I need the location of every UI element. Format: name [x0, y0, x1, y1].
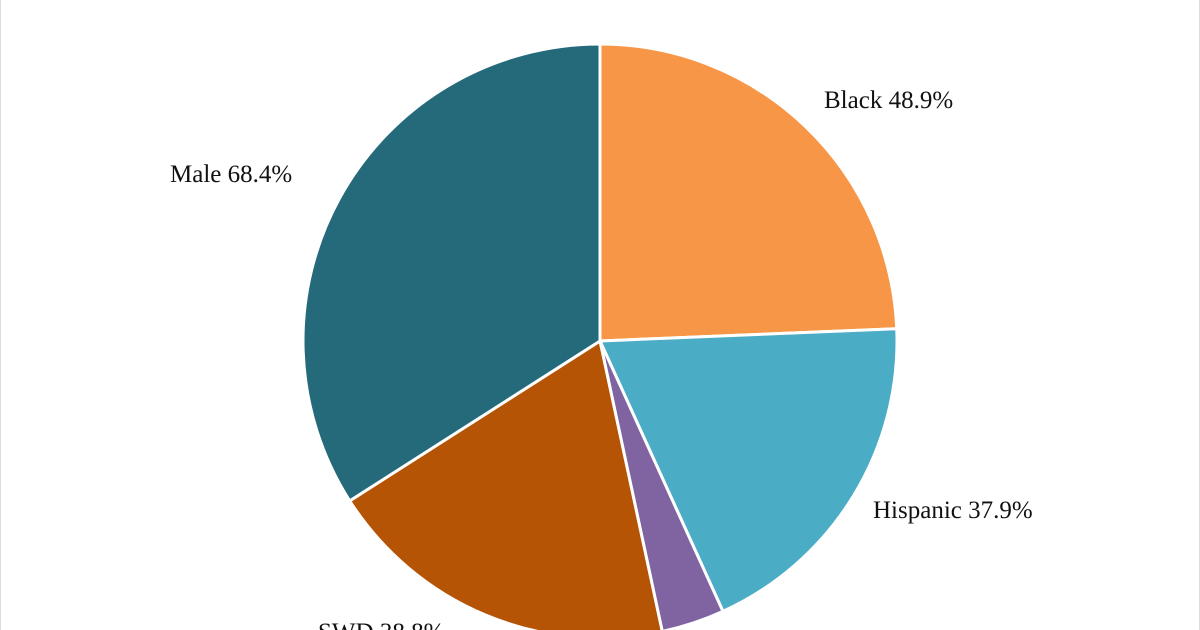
slice-label: SWD 38.8%	[318, 619, 444, 630]
slice-category: Male	[170, 161, 221, 188]
slice-value-label: 37.9%	[968, 497, 1033, 524]
slice-category: Hispanic	[873, 497, 962, 524]
slice-value-label: 38.8%	[380, 619, 445, 630]
slice-value-label: 48.9%	[889, 87, 954, 114]
slice-label: Black 48.9%	[824, 87, 953, 114]
pie-slice	[598, 327, 899, 613]
pie-slice	[598, 339, 725, 630]
slice-label: Hispanic 37.9%	[873, 497, 1033, 524]
pie-slice	[598, 42, 899, 343]
slice-value-label: 68.4%	[228, 161, 293, 188]
pie-slice	[301, 42, 602, 503]
slice-category: SWD	[318, 619, 374, 630]
slice-category: Black	[824, 87, 883, 114]
pie-slice	[348, 339, 664, 630]
slice-label: Male 68.4%	[170, 161, 292, 188]
